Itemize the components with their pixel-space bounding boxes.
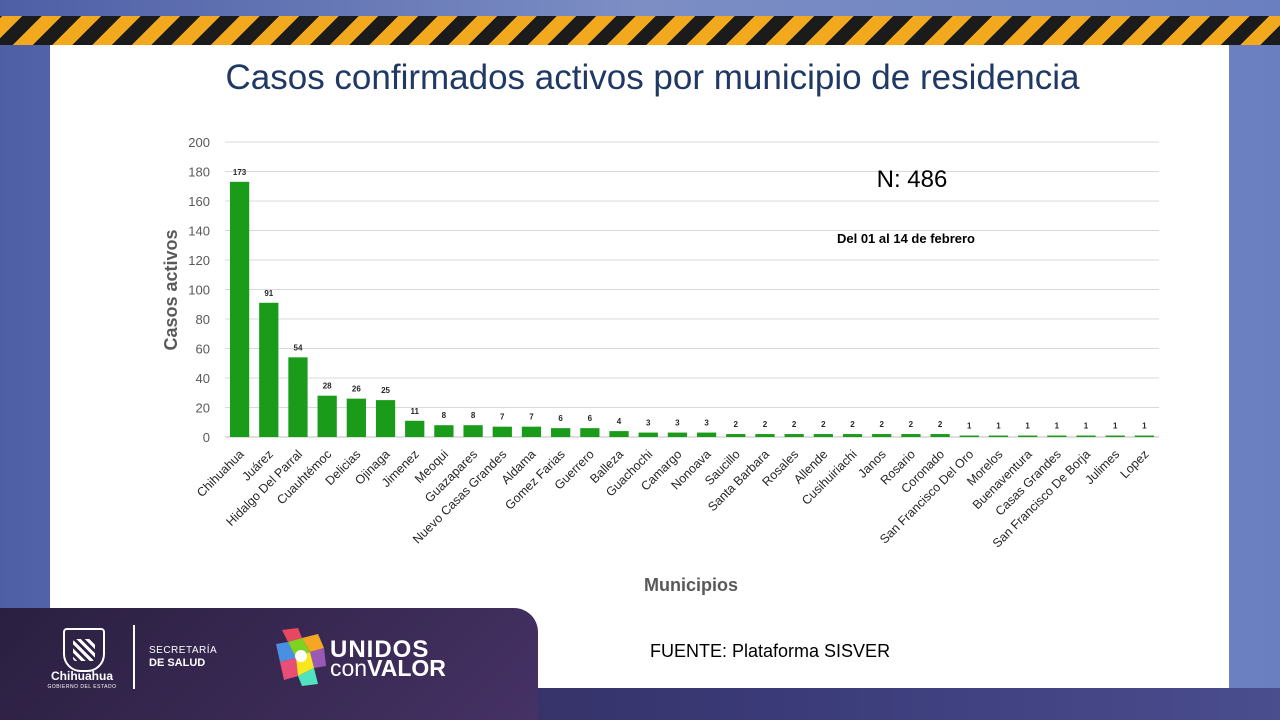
data-label: 7: [500, 413, 505, 422]
bar: [930, 434, 950, 437]
bar: [813, 434, 833, 437]
y-axis-title: Casos activos: [161, 229, 181, 350]
y-tick-label: 0: [203, 430, 210, 445]
bar: [259, 302, 279, 437]
bar: [988, 435, 1009, 437]
bar: [317, 395, 337, 437]
state-subtitle: GOBIERNO DEL ESTADO: [47, 684, 117, 690]
bar: [405, 420, 425, 437]
bar: [229, 181, 250, 437]
bar: [463, 425, 483, 437]
data-label: 2: [909, 420, 914, 429]
bar: [1105, 435, 1125, 437]
bar: [667, 432, 688, 437]
department-line-1: SECRETARÍA: [149, 645, 218, 656]
data-label: 1: [1113, 422, 1118, 431]
y-tick-label: 100: [188, 283, 210, 298]
y-tick-label: 80: [196, 312, 210, 327]
department-line-2: DE SALUD: [149, 657, 206, 669]
bar: [346, 398, 366, 437]
state-name: Chihuahua: [51, 669, 113, 683]
data-label: 1: [1084, 422, 1089, 431]
slogan-valor: VALOR: [367, 655, 446, 681]
bar: [434, 425, 454, 437]
y-tick-label: 60: [196, 342, 210, 357]
data-label: 7: [529, 413, 534, 422]
logo-divider: [133, 625, 135, 689]
data-label: 1: [1142, 422, 1147, 431]
bar: [842, 434, 863, 437]
bar: [521, 426, 542, 437]
slogan-line-2: conVALOR: [330, 655, 446, 682]
data-label: 2: [879, 420, 884, 429]
data-label: 28: [323, 382, 332, 391]
source-note: FUENTE: Plataforma SISVER: [650, 641, 891, 661]
unidos-mosaic-logo: [276, 628, 326, 686]
data-label: 1: [1055, 422, 1060, 431]
data-label: 2: [850, 420, 855, 429]
bar: [1134, 435, 1155, 437]
state-crest-logo: [63, 628, 105, 672]
data-label: 3: [646, 419, 651, 428]
data-label: 173: [233, 168, 247, 177]
data-label: 1: [996, 422, 1001, 431]
data-label: 6: [588, 414, 593, 423]
bar: [1018, 435, 1038, 437]
y-tick-label: 120: [188, 253, 210, 268]
x-axis-title: Municipios: [644, 575, 738, 595]
slogan-con: con: [330, 655, 368, 681]
data-label: 2: [938, 420, 943, 429]
date-range-annotation: Del 01 al 14 de febrero: [837, 231, 975, 246]
data-label: 1: [1025, 422, 1030, 431]
bar: [726, 434, 746, 437]
bar: [872, 434, 892, 437]
data-label: 8: [442, 411, 447, 420]
data-label: 11: [410, 407, 419, 416]
bar: [696, 432, 717, 437]
data-label: 54: [294, 343, 303, 352]
bar: [959, 435, 979, 437]
data-label: 4: [617, 417, 622, 426]
bar: [638, 432, 658, 437]
data-label: 2: [734, 420, 739, 429]
data-label: 1: [967, 422, 972, 431]
data-label: 8: [471, 411, 476, 420]
bar: [580, 428, 600, 437]
y-tick-label: 20: [196, 401, 210, 416]
bar: [1076, 435, 1096, 437]
y-tick-label: 200: [188, 135, 210, 150]
bar: [288, 357, 308, 437]
bar: [492, 426, 512, 437]
bar: [1047, 435, 1067, 437]
data-label: 26: [352, 385, 361, 394]
data-label: 2: [763, 420, 768, 429]
y-tick-label: 180: [188, 165, 210, 180]
bar: [551, 428, 571, 437]
data-label: 2: [792, 420, 797, 429]
data-label: 3: [704, 419, 709, 428]
data-label: 6: [558, 414, 563, 423]
data-label: 25: [381, 386, 390, 395]
y-tick-label: 160: [188, 194, 210, 209]
y-tick-label: 140: [188, 224, 210, 239]
data-label: 3: [675, 419, 680, 428]
y-tick-label: 40: [196, 371, 210, 386]
bar: [755, 434, 775, 437]
bar: [901, 434, 921, 437]
data-label: 91: [264, 289, 273, 298]
slogan-line-1: UNIDOS: [330, 636, 430, 663]
category-label: Lopez: [1118, 447, 1152, 481]
bar: [375, 400, 396, 437]
hazard-stripe-banner: [0, 16, 1280, 45]
bar: [609, 431, 629, 437]
bar: [784, 434, 804, 437]
chart-title: Casos confirmados activos por municipio …: [225, 58, 1080, 97]
sample-size-annotation: N: 486: [877, 166, 948, 193]
data-label: 2: [821, 420, 826, 429]
